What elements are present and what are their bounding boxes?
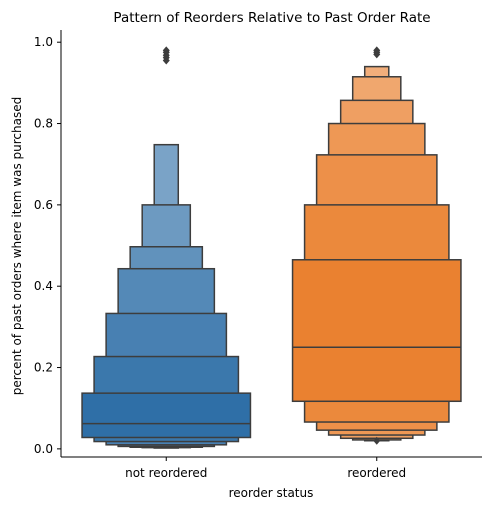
y-tick-label: 0.2 (34, 361, 53, 375)
chart-title: Pattern of Reorders Relative to Past Ord… (113, 10, 430, 26)
outlier-point (162, 46, 170, 55)
outlier-point (373, 436, 381, 445)
y-tick-label: 1.0 (34, 35, 53, 49)
y-tick-label: 0.6 (34, 198, 53, 212)
boxen-box (291, 259, 462, 403)
x-tick-label: not reordered (125, 466, 207, 480)
boxen-box (81, 392, 252, 439)
y-axis-ticks: 0.0 0.2 0.4 0.6 0.8 1.0 (34, 35, 61, 456)
x-axis-ticks: not reordered reordered (125, 457, 406, 480)
y-axis-label: percent of past orders where item was pu… (10, 97, 24, 396)
y-tick-label: 0.0 (34, 442, 53, 456)
plot-area (81, 46, 462, 449)
x-axis-label: reorder status (229, 486, 314, 500)
y-tick-label: 0.8 (34, 117, 53, 131)
outlier-point (373, 46, 381, 55)
y-tick-label: 0.4 (34, 279, 53, 293)
x-tick-label: reordered (347, 466, 406, 480)
